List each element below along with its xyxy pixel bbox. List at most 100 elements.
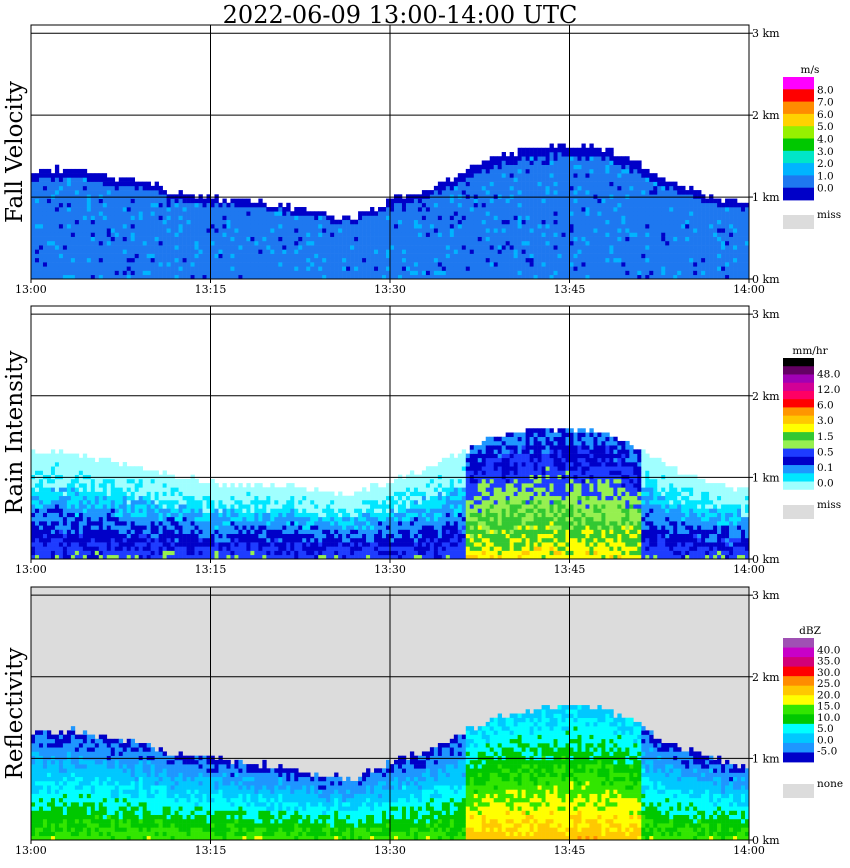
legend-swatch — [783, 676, 814, 687]
legend-swatch — [783, 407, 814, 417]
y-tick-label: 2 km — [752, 390, 780, 403]
y-tick-label: 1 km — [752, 471, 780, 484]
legend: dBZ -5.00.05.010.015.020.025.030.035.040.… — [783, 625, 843, 798]
legend-swatch — [783, 175, 814, 189]
legend-swatch — [783, 685, 814, 696]
legend-swatch — [783, 366, 814, 375]
y-axis-label: Fall Velocity — [2, 81, 28, 223]
legend-swatch — [783, 448, 814, 458]
legend-level-label: -5.0 — [817, 746, 837, 758]
legend-level-label: 30.0 — [817, 667, 840, 679]
legend-level-label: 7.0 — [817, 97, 834, 109]
panel-0: 0 km 1 km 2 km 3 km 13:00 13:15 13:30 13:45 14:0… — [2, 24, 841, 296]
legend-swatch — [783, 77, 814, 90]
x-tick-label: 14:00 — [733, 844, 765, 857]
legend-swatch — [783, 714, 814, 725]
legend-swatch — [783, 489, 814, 499]
legend-level-label: 6.0 — [817, 109, 834, 121]
legend-level-label: 2.0 — [817, 158, 834, 170]
x-tick-label: 13:15 — [195, 563, 227, 576]
legend-level-label: 1.5 — [817, 431, 834, 443]
legend-swatch — [783, 742, 814, 753]
legend-level-label: 20.0 — [817, 689, 840, 701]
panel-2: 0 km 1 km 2 km 3 km 13:00 13:15 13:30 13:45 14:0… — [2, 586, 843, 857]
legend: m/s 0.01.02.03.04.05.06.07.08.0 miss — [783, 64, 841, 229]
y-tick-label: 1 km — [752, 191, 780, 204]
legend-missing-label: none — [817, 778, 843, 790]
page-title: 2022-06-09 13:00-14:00 UTC — [222, 1, 578, 29]
x-tick-label: 14:00 — [733, 283, 765, 296]
legend-missing-label: miss — [817, 209, 841, 221]
legend-level-label: 35.0 — [817, 656, 840, 668]
legend-swatch — [783, 187, 814, 201]
legend-swatch — [783, 440, 814, 449]
legend-swatch — [783, 150, 814, 164]
legend-unit: dBZ — [799, 625, 821, 637]
legend-missing-swatch — [783, 505, 814, 519]
legend-level-label: 5.0 — [817, 121, 834, 133]
legend-swatch — [783, 163, 814, 176]
x-tick-label: 13:45 — [554, 563, 586, 576]
legend-swatch — [783, 432, 814, 441]
x-tick-label: 13:00 — [15, 283, 47, 296]
legend-level-label: 6.0 — [817, 400, 834, 412]
y-tick-label: 1 km — [752, 752, 780, 765]
y-tick-label: 2 km — [752, 671, 780, 684]
legend-swatch — [783, 723, 814, 734]
legend-level-label: 4.0 — [817, 134, 834, 146]
legend-swatch — [783, 473, 814, 482]
legend-level-label: 15.0 — [817, 701, 840, 713]
y-tick-label: 0 km — [752, 553, 780, 566]
x-tick-label: 13:30 — [374, 844, 406, 857]
legend-swatch — [783, 465, 814, 474]
legend-level-label: 0.1 — [817, 462, 834, 474]
y-tick-label: 2 km — [752, 109, 780, 122]
legend-swatch — [783, 752, 814, 763]
legend-unit: mm/hr — [792, 345, 828, 357]
legend-swatch — [783, 481, 814, 491]
legend-level-label: 3.0 — [817, 415, 834, 427]
x-tick-label: 13:15 — [195, 844, 227, 857]
legend-swatch — [783, 456, 814, 466]
x-tick-label: 13:45 — [554, 283, 586, 296]
legend-swatch — [783, 704, 814, 715]
legend-swatch — [783, 390, 814, 400]
legend-swatch — [783, 733, 814, 744]
legend-swatch — [783, 382, 814, 392]
legend-level-label: 0.5 — [817, 446, 834, 458]
legend-swatch — [783, 374, 814, 384]
legend-swatch — [783, 415, 814, 425]
x-tick-label: 13:30 — [374, 563, 406, 576]
legend-swatch — [783, 695, 814, 706]
legend-level-label: 8.0 — [817, 84, 834, 96]
legend-swatch — [783, 358, 814, 367]
legend-level-label: 5.0 — [817, 723, 834, 735]
x-tick-label: 13:15 — [195, 283, 227, 296]
legend-level-label: 0.0 — [817, 183, 834, 195]
panel-1: 0 km 1 km 2 km 3 km 13:00 13:15 13:30 13:45 14:0… — [2, 305, 841, 576]
y-axis-label: Rain Intensity — [2, 350, 28, 514]
legend-level-label: 0.0 — [817, 734, 834, 746]
legend-level-label: 25.0 — [817, 678, 840, 690]
legend-level-label: 12.0 — [817, 384, 840, 396]
legend-swatch — [783, 666, 814, 677]
legend-swatch — [783, 113, 814, 127]
y-axis-label: Reflectivity — [2, 648, 28, 780]
legend-level-label: 0.0 — [817, 477, 834, 489]
legend-missing-swatch — [783, 784, 814, 798]
x-tick-label: 13:00 — [15, 844, 47, 857]
x-tick-label: 13:30 — [374, 283, 406, 296]
y-tick-label: 3 km — [752, 308, 780, 321]
data-field — [31, 428, 750, 560]
x-tick-label: 13:00 — [15, 563, 47, 576]
legend-missing-label: miss — [817, 499, 841, 511]
legend-swatch — [783, 101, 814, 115]
legend-swatch — [783, 647, 814, 658]
legend-swatch — [783, 638, 814, 648]
x-tick-label: 13:45 — [554, 844, 586, 857]
legend-unit: m/s — [801, 64, 820, 76]
y-tick-label: 3 km — [752, 589, 780, 602]
legend-swatch — [783, 126, 814, 139]
y-tick-label: 3 km — [752, 27, 780, 40]
